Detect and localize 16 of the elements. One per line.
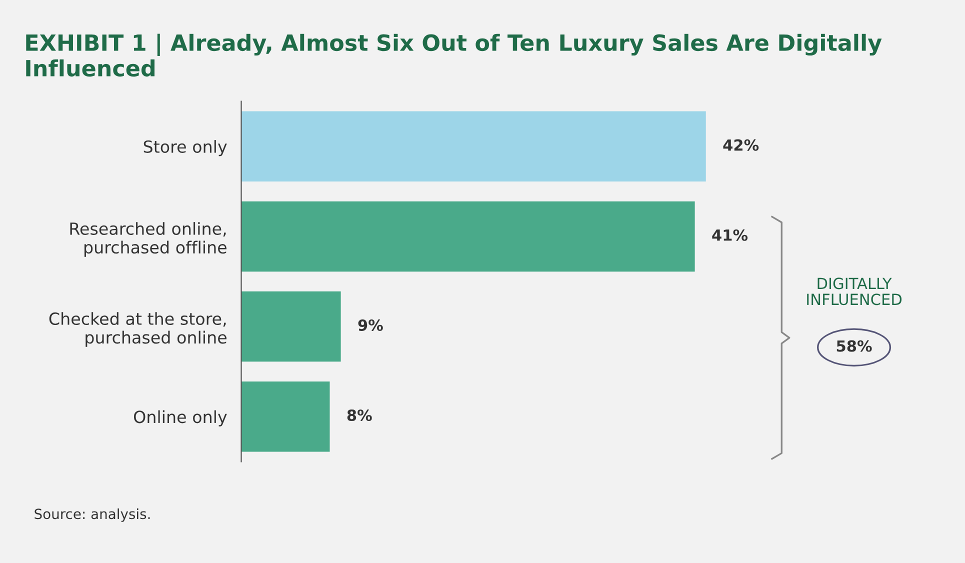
data-label: 41%: [712, 229, 748, 241]
bar: [241, 201, 695, 272]
y-tick-label: Online only: [134, 410, 227, 426]
chart-title: EXHIBIT 1 | Already, Almost Six Out of Ten Luxury Sales Are Digitally Influenced: [26, 34, 882, 77]
text: 58%: [836, 340, 872, 352]
data-label: 8%: [347, 409, 372, 422]
source-note: Source: analysis.: [34, 508, 150, 522]
bar: [241, 381, 330, 452]
y-tick-label: Checked at the store, purchased online: [49, 312, 226, 347]
y-tick-label: Researched online, purchased offline: [70, 222, 226, 257]
data-label: 9%: [358, 319, 383, 331]
bar: [241, 291, 341, 362]
bar: [241, 111, 706, 182]
data-label: 42%: [723, 139, 759, 151]
y-tick-label: Store only: [144, 140, 227, 156]
text: DIGITALLY INFLUENCED: [807, 278, 902, 306]
